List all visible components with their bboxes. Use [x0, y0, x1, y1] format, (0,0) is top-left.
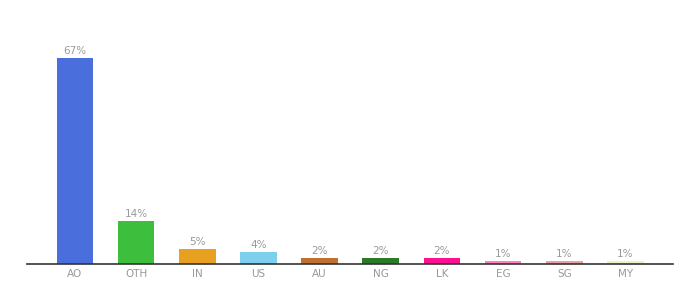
Bar: [607, 261, 644, 264]
Text: 5%: 5%: [189, 237, 205, 247]
Text: 1%: 1%: [495, 249, 511, 260]
Bar: [485, 261, 522, 264]
Bar: [424, 258, 460, 264]
Bar: [546, 261, 583, 264]
Text: 1%: 1%: [617, 249, 634, 260]
Bar: [56, 58, 93, 264]
Bar: [362, 258, 399, 264]
Text: 1%: 1%: [556, 249, 573, 260]
Bar: [301, 258, 338, 264]
Text: 2%: 2%: [434, 246, 450, 256]
Text: 67%: 67%: [63, 46, 86, 56]
Text: 2%: 2%: [311, 246, 328, 256]
Text: 4%: 4%: [250, 240, 267, 250]
Bar: [240, 252, 277, 264]
Text: 2%: 2%: [373, 246, 389, 256]
Bar: [118, 221, 154, 264]
Bar: [179, 249, 216, 264]
Text: 14%: 14%: [124, 209, 148, 219]
